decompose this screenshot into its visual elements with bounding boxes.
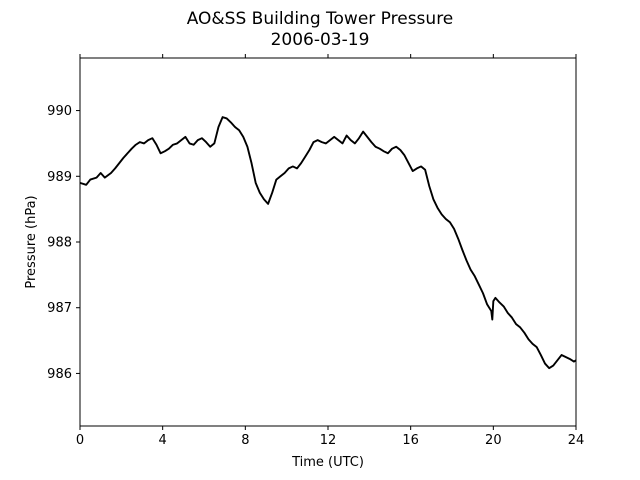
x-tick-label: 0 — [76, 433, 84, 448]
plot-frame — [79, 57, 577, 427]
y-tick-label: 990 — [47, 104, 72, 119]
y-tick-label: 989 — [47, 170, 72, 185]
x-tick-label: 12 — [320, 433, 337, 448]
series-line-pressure — [79, 116, 577, 370]
x-tick-label: 8 — [241, 433, 249, 448]
x-axis-label: Time (UTC) — [291, 455, 364, 470]
y-axis-label: Pressure (hPa) — [24, 195, 39, 288]
x-tick-label: 16 — [402, 433, 419, 448]
ticks-layer: 0 4 8 12 16 20 24 986 987 988 989 990 — [47, 54, 584, 448]
x-tick-label: 24 — [568, 433, 585, 448]
chart-title: AO&SS Building Tower Pressure — [187, 9, 454, 29]
x-tick-label: 4 — [159, 433, 167, 448]
x-tick-label: 20 — [485, 433, 502, 448]
chart-subtitle: 2006-03-19 — [271, 30, 370, 50]
y-tick-label: 988 — [47, 236, 72, 251]
y-tick-label: 987 — [47, 301, 72, 316]
y-tick-label: 986 — [47, 367, 72, 382]
